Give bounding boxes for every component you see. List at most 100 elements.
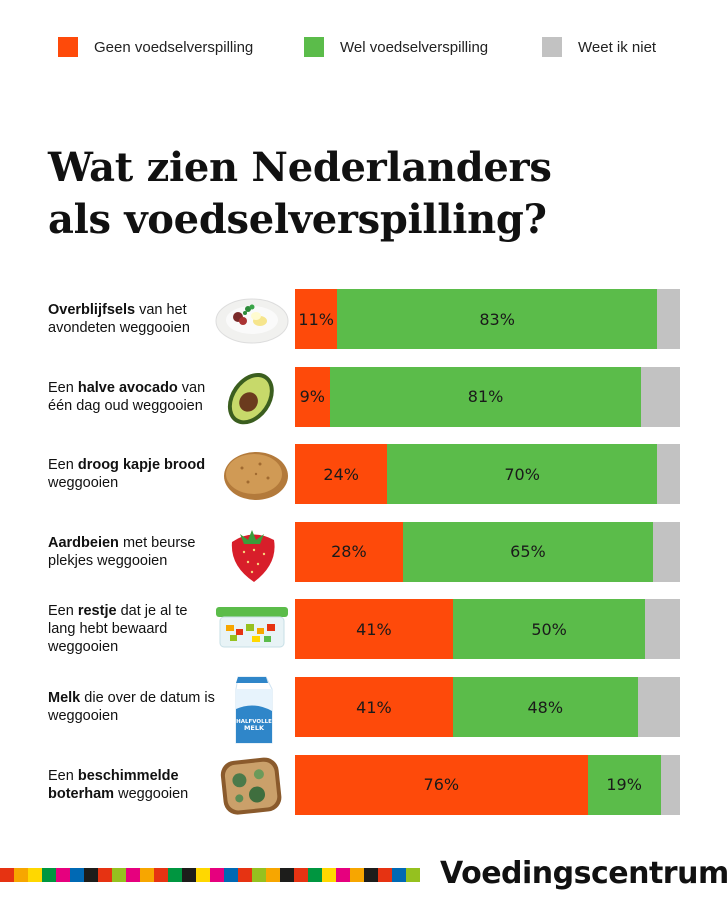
legend-item-geen: Geen voedselverspilling <box>58 36 253 58</box>
row-label: Een restje dat je al te lang hebt bewaar… <box>48 603 188 656</box>
color-stripe <box>0 868 420 882</box>
plate-leftovers-icon <box>212 287 292 351</box>
bar-segment-geen: 9% <box>295 366 330 427</box>
bar-segment-weet <box>645 599 680 660</box>
svg-text:MELK: MELK <box>244 724 265 732</box>
stripe-block <box>210 868 224 882</box>
bar-segment-weet <box>653 521 680 582</box>
legend-swatch-geen <box>58 37 78 57</box>
stacked-bar: 28% 65% <box>295 521 680 582</box>
stripe-block <box>154 868 168 882</box>
data-label-geen: 11% <box>298 309 334 329</box>
row-label: Overblijfsels van het avondeten weggooie… <box>48 302 190 336</box>
data-label-wel: 50% <box>531 619 567 639</box>
data-label-geen: 41% <box>356 697 392 717</box>
stripe-block <box>322 868 336 882</box>
stripe-block <box>140 868 154 882</box>
title-line-1: Wat zien Nederlanders <box>48 144 552 191</box>
bar-segment-wel: 65% <box>402 521 654 582</box>
bar-segment-weet <box>641 366 680 427</box>
stripe-block <box>168 868 182 882</box>
stripe-block <box>392 868 406 882</box>
leftover-container-icon <box>212 597 292 661</box>
strawberry-icon <box>212 520 292 584</box>
legend-item-wel: Wel voedselverspilling <box>304 36 488 58</box>
stripe-block <box>56 868 70 882</box>
stripe-block <box>98 868 112 882</box>
bar-segment-weet <box>637 677 680 737</box>
bar-segment-geen: 28% <box>295 521 403 582</box>
data-label-geen: 41% <box>356 619 392 639</box>
stripe-block <box>112 868 126 882</box>
stripe-block <box>336 868 350 882</box>
stacked-bar: 41% 48% <box>295 677 680 737</box>
stacked-bar: 24% 70% <box>295 444 680 505</box>
stripe-block <box>126 868 140 882</box>
data-label-geen: 76% <box>423 775 460 795</box>
row-label: Melk die over de datum is weggooien <box>48 690 215 724</box>
bar-segment-wel: 48% <box>452 677 638 737</box>
data-label-geen: 28% <box>331 542 367 562</box>
bar-segment-weet <box>656 444 680 505</box>
data-label-wel: 83% <box>479 309 515 329</box>
stripe-block <box>350 868 364 882</box>
legend-item-weet: Weet ik niet <box>542 36 656 58</box>
row-label: Een beschimmelde boterham weggooien <box>48 767 189 802</box>
bar-segment-wel: 50% <box>452 599 646 660</box>
bar-segment-geen: 11% <box>295 289 338 349</box>
stacked-bar-chart: Overblijfsels van het avondeten weggooie… <box>0 280 728 825</box>
legend-label-wel: Wel voedselverspilling <box>340 38 489 56</box>
bar-segment-weet <box>660 754 680 815</box>
stripe-block <box>42 868 56 882</box>
bar-segment-wel: 19% <box>587 754 661 815</box>
stripe-block <box>308 868 322 882</box>
bar-segment-wel: 81% <box>329 366 642 427</box>
stripe-block <box>378 868 392 882</box>
stripe-block <box>196 868 210 882</box>
stripe-block <box>0 868 14 882</box>
stripe-block <box>252 868 266 882</box>
page-title: Wat zien Nederlanders als voedselverspil… <box>48 142 688 246</box>
legend-label-weet: Weet ik niet <box>578 38 657 56</box>
stripe-block <box>84 868 98 882</box>
stripe-block <box>70 868 84 882</box>
data-label-geen: 9% <box>299 387 326 407</box>
legend-swatch-weet <box>542 37 562 57</box>
data-label-geen: 24% <box>323 464 359 484</box>
bar-segment-wel: 83% <box>337 289 657 349</box>
bar-segment-geen: 41% <box>295 677 453 737</box>
bread-crust-icon <box>212 442 292 506</box>
stripe-block <box>266 868 280 882</box>
bar-segment-geen: 41% <box>295 599 453 660</box>
stripe-block <box>28 868 42 882</box>
row-label: Een halve avocado van één dag oud weggoo… <box>48 379 206 414</box>
avocado-icon <box>212 365 292 429</box>
brand-logo: Voedingscentrum <box>440 856 728 891</box>
svg-text:HALFVOLLE: HALFVOLLE <box>236 719 272 725</box>
legend: Geen voedselverspilling Wel voedselversp… <box>58 36 678 58</box>
data-label-wel: 81% <box>467 387 504 407</box>
stripe-block <box>238 868 252 882</box>
bar-segment-weet <box>656 289 680 349</box>
data-label-wel: 48% <box>527 697 564 717</box>
footer: Voedingscentrum <box>0 856 728 900</box>
data-label-wel: 65% <box>510 542 546 562</box>
stacked-bar: 41% 50% <box>295 599 680 660</box>
data-label-wel: 19% <box>606 775 642 795</box>
stripe-block <box>294 868 308 882</box>
stacked-bar: 11% 83% <box>295 289 680 349</box>
title-line-2: als voedselverspilling? <box>48 196 547 243</box>
stripe-block <box>364 868 378 882</box>
stripe-block <box>182 868 196 882</box>
milk-carton-icon: HALFVOLLE MELK <box>212 665 292 744</box>
stripe-block <box>224 868 238 882</box>
stripe-block <box>280 868 294 882</box>
stacked-bar: 76% 19% <box>295 754 680 815</box>
row-label: Een droog kapje brood weggooien <box>48 457 206 492</box>
stripe-block <box>406 868 420 882</box>
row-label: Aardbeien met beurse plekjes weggooien <box>48 534 196 569</box>
bar-segment-geen: 24% <box>295 444 388 505</box>
legend-label-geen: Geen voedselverspilling <box>94 38 254 56</box>
data-label-wel: 70% <box>504 464 540 484</box>
bar-segment-geen: 76% <box>295 754 588 815</box>
